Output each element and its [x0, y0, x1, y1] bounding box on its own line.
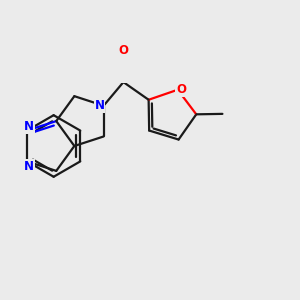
Text: N: N [24, 120, 34, 133]
Text: O: O [118, 44, 128, 57]
Text: N: N [94, 99, 105, 112]
Text: O: O [176, 83, 186, 96]
Text: N: N [24, 160, 34, 173]
